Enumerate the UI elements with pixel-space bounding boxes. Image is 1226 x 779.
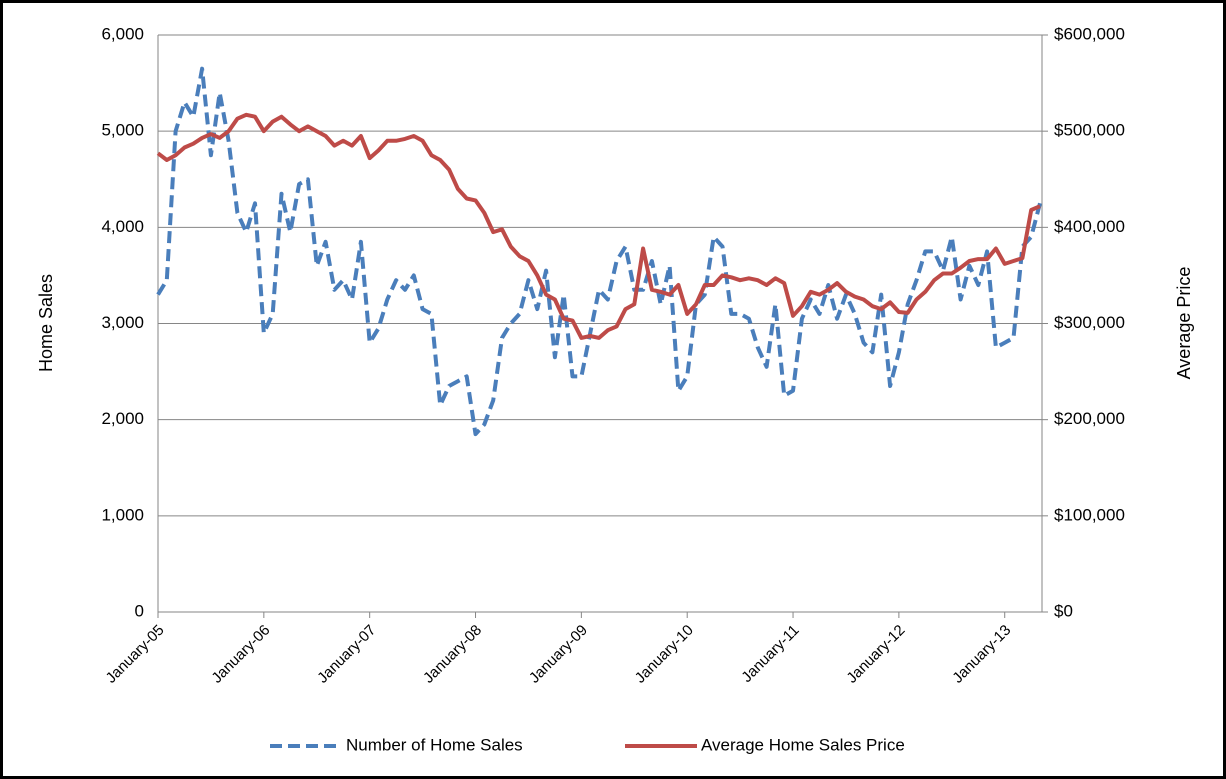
y-axis-label: Home Sales xyxy=(36,274,56,372)
y-tick-label: 3,000 xyxy=(101,313,144,332)
y2-tick-label: $300,000 xyxy=(1054,313,1125,332)
y2-tick-label: $100,000 xyxy=(1054,505,1125,524)
legend-label: Average Home Sales Price xyxy=(701,735,905,754)
y-tick-label: 4,000 xyxy=(101,217,144,236)
series-line xyxy=(156,66,1042,437)
y-tick-label: 0 xyxy=(135,601,144,620)
y2-axis-label: Average Price xyxy=(1174,267,1194,380)
y-tick-label: 2,000 xyxy=(101,409,144,428)
y2-tick-label: $600,000 xyxy=(1054,24,1125,43)
y-tick-label: 5,000 xyxy=(101,121,144,140)
y-tick-label: 1,000 xyxy=(101,505,144,524)
y-tick-label: 6,000 xyxy=(101,24,144,43)
y2-tick-label: $400,000 xyxy=(1054,217,1125,236)
y2-tick-label: $500,000 xyxy=(1054,121,1125,140)
y2-tick-label: $200,000 xyxy=(1054,409,1125,428)
y2-tick-label: $0 xyxy=(1054,601,1073,620)
series-line xyxy=(156,112,1041,340)
legend-label: Number of Home Sales xyxy=(346,735,523,754)
